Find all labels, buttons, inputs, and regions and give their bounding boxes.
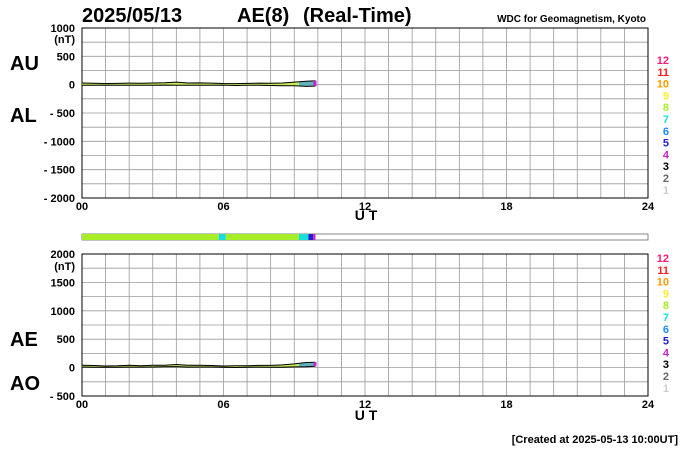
x-tick-label: 12 (359, 399, 371, 411)
legend-station-label: 11 (657, 265, 669, 277)
legend-station-label: 7 (663, 114, 669, 126)
y-tick-label: 2000 (51, 249, 75, 261)
created-timestamp: [Created at 2025-05-13 10:00UT] (512, 434, 679, 446)
legend-station-label: 4 (663, 149, 670, 161)
legend-station-label: 3 (663, 161, 669, 173)
legend-station-label: 8 (663, 102, 669, 114)
ao-label: AO (10, 373, 40, 395)
x-tick-label: 06 (217, 399, 229, 411)
y-tick-label: - 500 (50, 108, 75, 120)
x-tick-label: 00 (76, 399, 88, 411)
y-tick-label: - 1000 (44, 136, 75, 148)
station-bar-segment (308, 234, 314, 240)
series-line-al (81, 84, 316, 87)
legend-station-label: 2 (663, 173, 669, 185)
station-bar-segment (298, 234, 309, 240)
band-end-marker (313, 362, 317, 367)
station-bar-segment (82, 234, 219, 240)
y-tick-label: 1000 (51, 306, 75, 318)
y-tick-label: 1000 (51, 23, 75, 35)
al-label: AL (10, 105, 37, 127)
legend-station-label: 6 (663, 324, 669, 336)
x-tick-label: 24 (642, 399, 655, 411)
series-line-ae (81, 361, 316, 367)
y-tick-label: 0 (69, 80, 75, 92)
band-end-marker (313, 80, 317, 87)
legend-station-label: 12 (657, 55, 669, 67)
legend-station-label: 10 (657, 79, 669, 91)
legend-station-label: 10 (657, 277, 669, 289)
legend-station-label: 5 (663, 138, 669, 150)
top-nt-unit: (nT) (54, 34, 75, 46)
bottom-nt-unit: (nT) (54, 261, 75, 273)
plot-frame (81, 253, 649, 397)
y-tick-label: - 500 (50, 391, 75, 403)
station-bar-segment (218, 234, 226, 240)
legend-station-label: 9 (663, 288, 669, 300)
y-tick-label: 500 (57, 51, 75, 63)
realtime-label: (Real-Time) (303, 5, 412, 27)
legend-station-label: 7 (663, 312, 669, 324)
bottom-xaxis-label: U T (355, 407, 378, 423)
x-tick-label: 00 (76, 201, 88, 213)
station-bar-segment (313, 234, 316, 240)
band-tint (298, 80, 316, 87)
legend-station-label: 9 (663, 90, 669, 102)
legend-station-label: 11 (657, 67, 669, 79)
x-tick-label: 12 (359, 201, 371, 213)
station-bar-segment (225, 234, 299, 240)
series-line-au (81, 80, 316, 85)
legend-station-label: 1 (663, 185, 669, 197)
legend-station-label: 2 (663, 371, 669, 383)
legend-station-label: 6 (663, 126, 669, 138)
x-tick-label: 18 (500, 201, 512, 213)
band-tint (298, 362, 316, 367)
index-name: AE(8) (237, 5, 289, 27)
chart-date: 2025/05/13 (82, 5, 182, 27)
legend-station-label: 1 (663, 383, 669, 395)
legend-station-label: 5 (663, 336, 669, 348)
ae-label: AE (10, 329, 38, 351)
au-label: AU (10, 53, 39, 75)
x-tick-label: 18 (500, 399, 512, 411)
series-line-ao (81, 365, 316, 369)
x-tick-label: 06 (217, 201, 229, 213)
legend-station-label: 12 (657, 253, 669, 265)
y-tick-label: 0 (69, 363, 75, 375)
y-tick-label: 1500 (51, 277, 75, 289)
y-tick-label: 500 (57, 334, 75, 346)
y-tick-label: - 2000 (44, 193, 75, 205)
legend-station-label: 3 (663, 359, 669, 371)
legend-station-label: 8 (663, 300, 669, 312)
plot-frame (81, 27, 649, 199)
data-source: WDC for Geomagnetism, Kyoto (497, 14, 646, 25)
y-tick-label: - 1500 (44, 165, 75, 177)
top-xaxis-label: U T (355, 207, 378, 223)
x-tick-label: 24 (642, 201, 655, 213)
legend-station-label: 4 (663, 347, 670, 359)
station-count-bar (81, 233, 649, 241)
